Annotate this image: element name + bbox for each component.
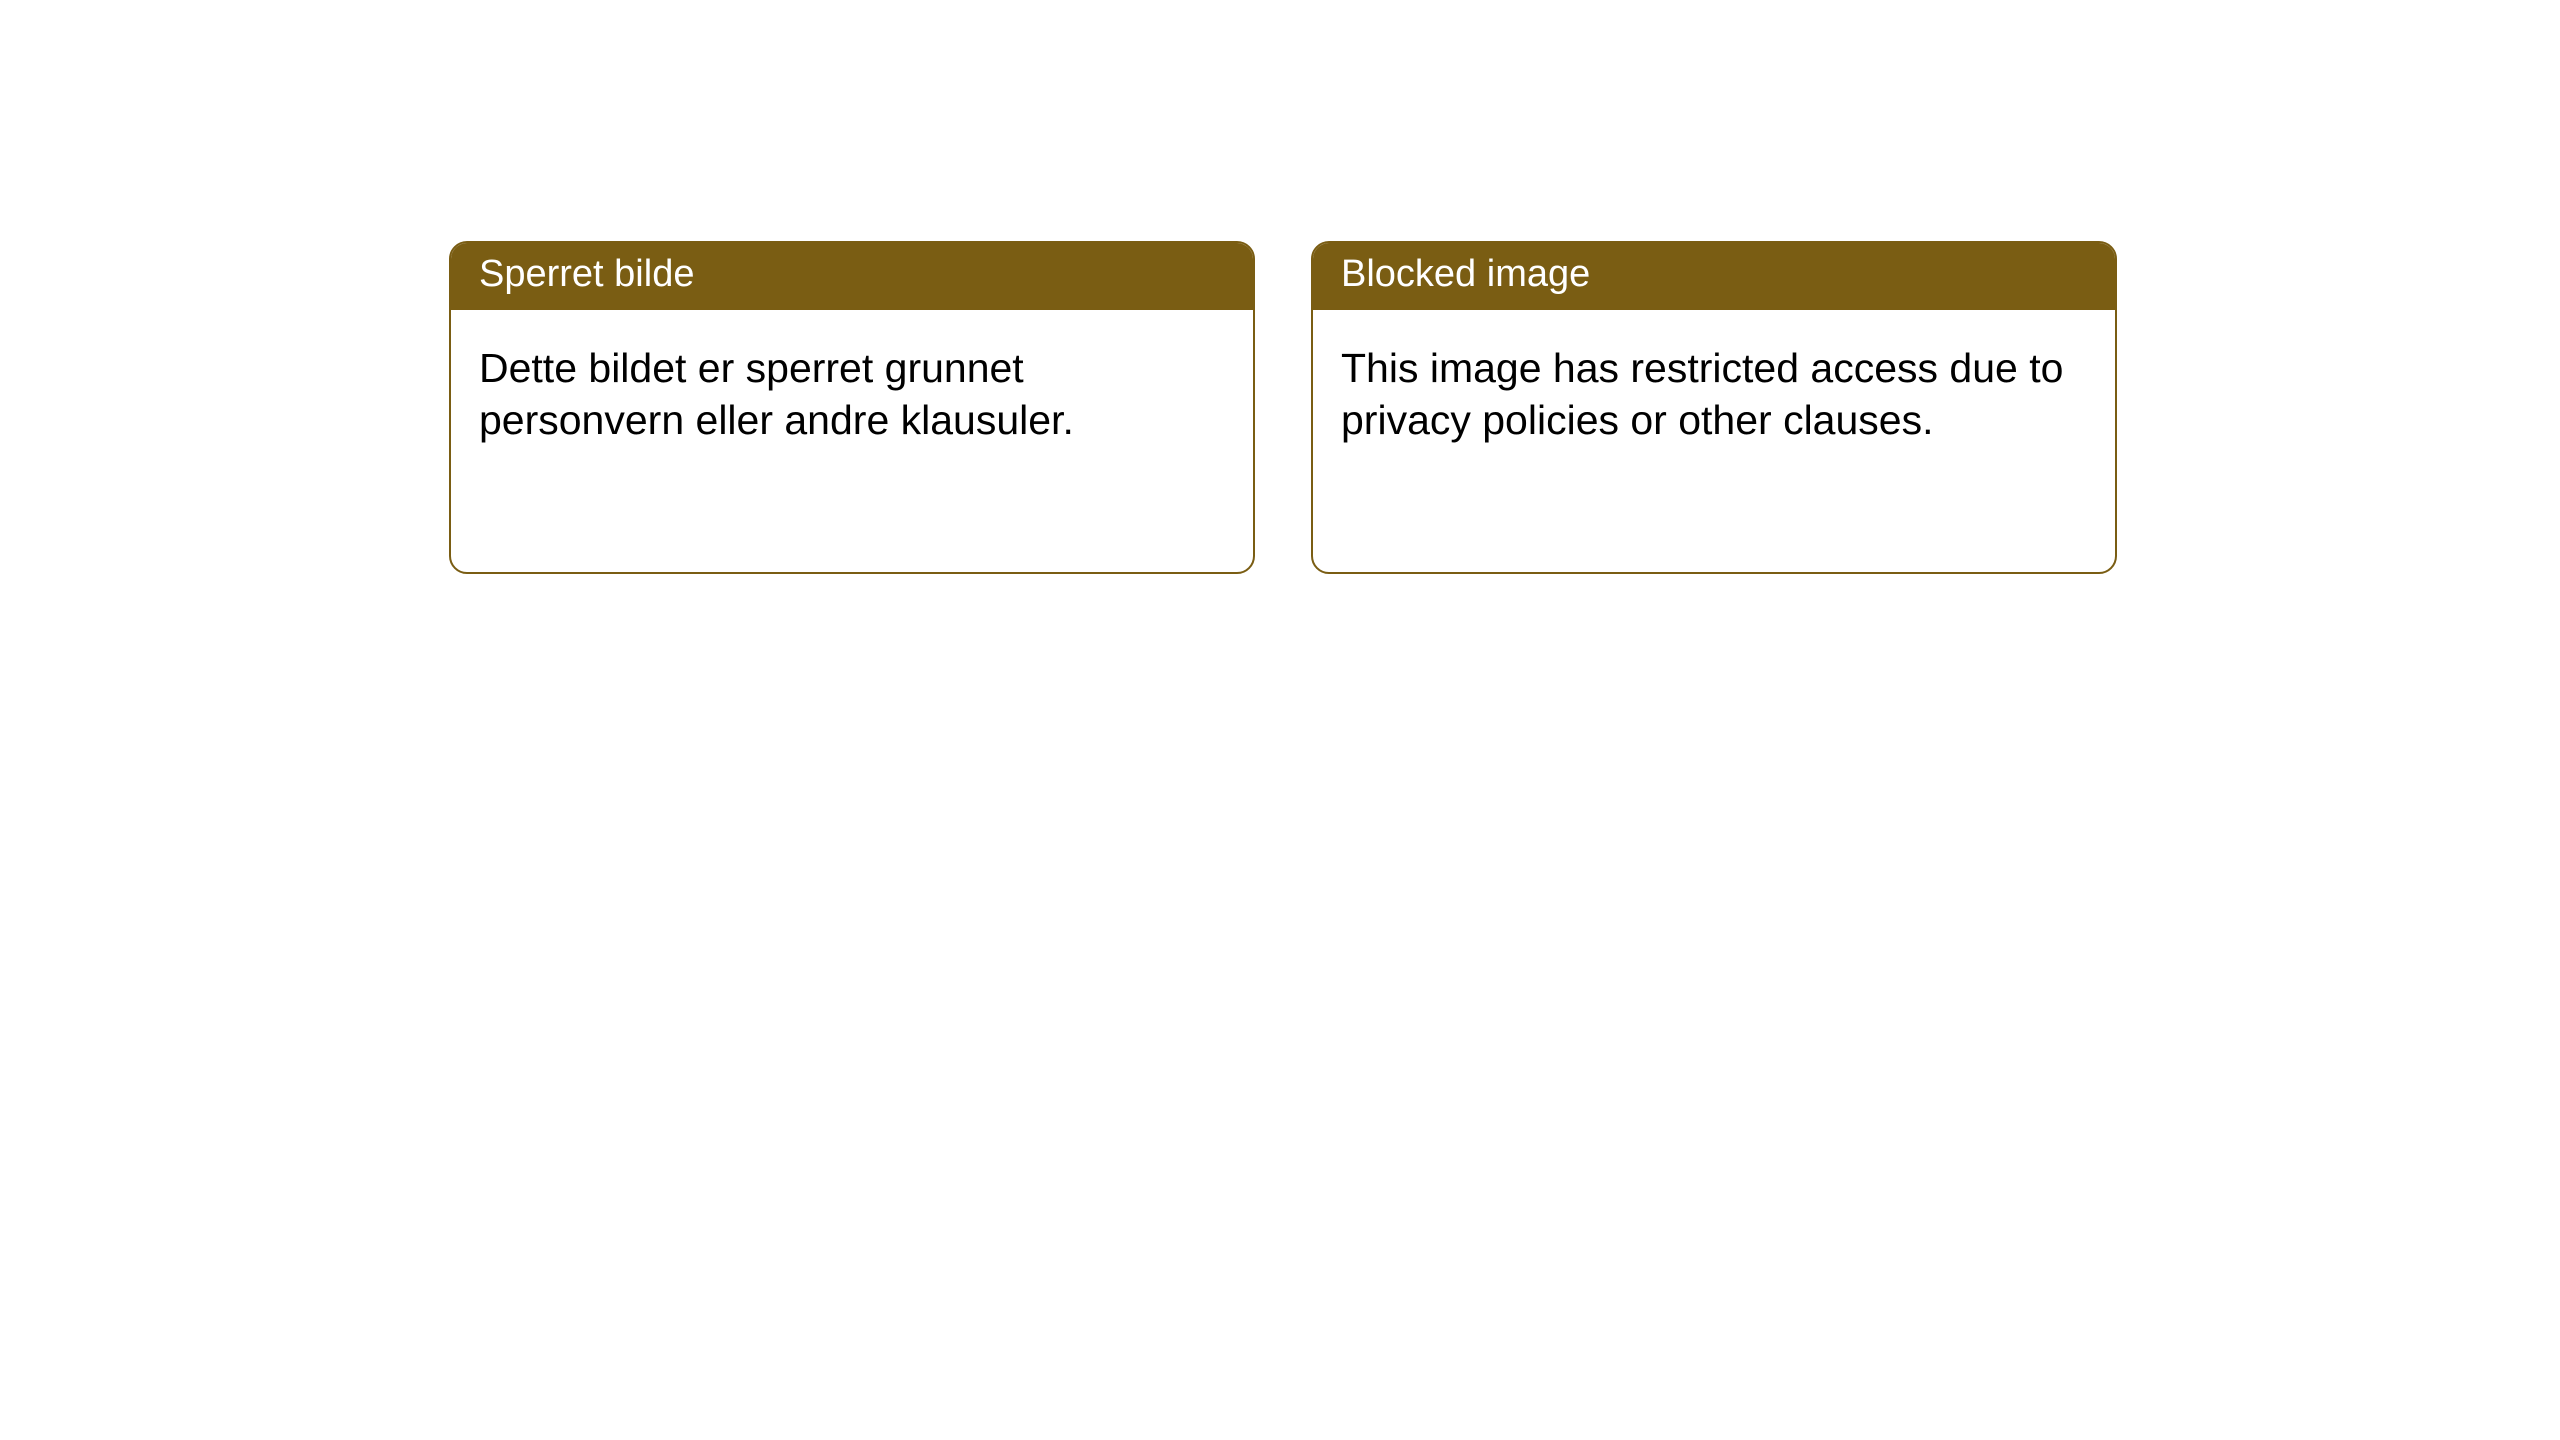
notice-card-english: Blocked image This image has restricted … xyxy=(1311,241,2117,574)
notice-body: This image has restricted access due to … xyxy=(1313,310,2115,479)
notice-header: Sperret bilde xyxy=(451,243,1253,310)
notice-container: Sperret bilde Dette bildet er sperret gr… xyxy=(0,0,2560,574)
notice-header: Blocked image xyxy=(1313,243,2115,310)
notice-body: Dette bildet er sperret grunnet personve… xyxy=(451,310,1253,479)
notice-card-norwegian: Sperret bilde Dette bildet er sperret gr… xyxy=(449,241,1255,574)
